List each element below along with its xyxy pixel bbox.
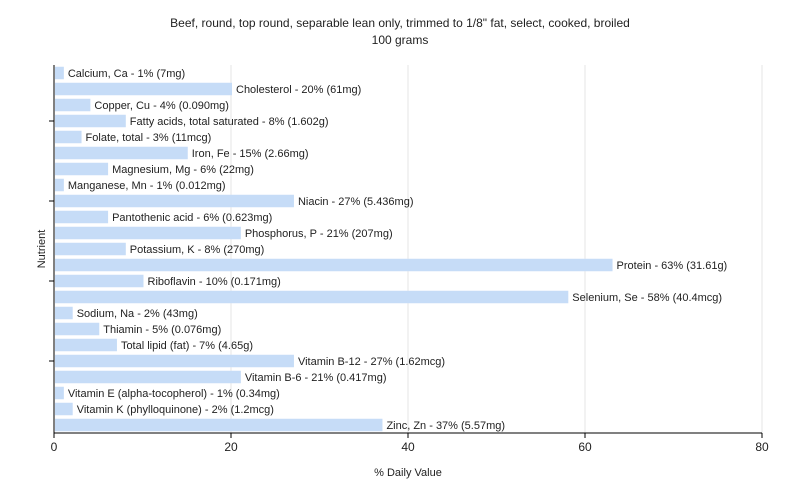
y-axis-title: Nutrient — [36, 230, 48, 269]
bar-label: Potassium, K - 8% (270mg) — [130, 244, 264, 256]
x-axis-title: % Daily Value — [374, 467, 442, 479]
x-tick-label: 20 — [224, 440, 238, 454]
bar-label: Sodium, Na - 2% (43mg) — [77, 308, 198, 320]
bar — [55, 114, 126, 128]
bar-label: Iron, Fe - 15% (2.66mg) — [192, 148, 309, 160]
chart-subtitle: 100 grams — [372, 33, 429, 47]
bar-label: Folate, total - 3% (11mcg) — [86, 132, 212, 144]
bar — [55, 258, 613, 272]
bar-label: Vitamin B-6 - 21% (0.417mg) — [245, 372, 387, 384]
bar — [55, 130, 82, 144]
bar — [55, 338, 117, 352]
bars: Calcium, Ca - 1% (7mg) Cholesterol - 20% … — [55, 66, 728, 432]
chart-title: Beef, round, top round, separable lean o… — [170, 16, 630, 30]
bar — [55, 418, 383, 432]
bar — [55, 370, 241, 384]
x-tick-label: 0 — [51, 440, 58, 454]
bar — [55, 354, 294, 368]
bar-label: Cholesterol - 20% (61mg) — [236, 84, 361, 96]
bar-label: Thiamin - 5% (0.076mg) — [103, 324, 221, 336]
bar-label: Selenium, Se - 58% (40.4mcg) — [572, 292, 722, 304]
axes: 0 20 40 60 80 — [49, 65, 769, 454]
bar-label: Copper, Cu - 4% (0.090mg) — [94, 100, 229, 112]
bar — [55, 306, 73, 320]
bar — [55, 322, 100, 336]
bar — [55, 82, 232, 96]
bar-label: Vitamin B-12 - 27% (1.62mcg) — [298, 356, 445, 368]
bar-label: Niacin - 27% (5.436mg) — [298, 196, 414, 208]
bar — [55, 290, 569, 304]
bar — [55, 274, 144, 288]
bar — [55, 146, 188, 160]
bar-label: Calcium, Ca - 1% (7mg) — [68, 68, 185, 80]
x-tick-label: 80 — [755, 440, 769, 454]
x-tick-label: 40 — [401, 440, 415, 454]
bar-label: Manganese, Mn - 1% (0.012mg) — [68, 180, 226, 192]
bar-label: Pantothenic acid - 6% (0.623mg) — [112, 212, 272, 224]
bar — [55, 210, 109, 224]
bar — [55, 226, 241, 240]
bar — [55, 178, 64, 192]
bar-label: Total lipid (fat) - 7% (4.65g) — [121, 340, 253, 352]
bar-label: Magnesium, Mg - 6% (22mg) — [112, 164, 254, 176]
bar — [55, 66, 64, 80]
bar-label: Vitamin K (phylloquinone) - 2% (1.2mcg) — [77, 404, 274, 416]
bar — [55, 242, 126, 256]
bar-label: Fatty acids, total saturated - 8% (1.602… — [130, 116, 329, 128]
bar-label: Protein - 63% (31.61g) — [617, 260, 728, 272]
bar — [55, 386, 64, 400]
bar — [55, 98, 91, 112]
bar-label: Zinc, Zn - 37% (5.57mg) — [386, 420, 505, 432]
bar-label: Phosphorus, P - 21% (207mg) — [245, 228, 393, 240]
bar — [55, 402, 73, 416]
bar — [55, 162, 109, 176]
x-tick-label: 60 — [578, 440, 592, 454]
bar — [55, 194, 294, 208]
bar-label: Riboflavin - 10% (0.171mg) — [148, 276, 281, 288]
bar-label: Vitamin E (alpha-tocopherol) - 1% (0.34m… — [68, 388, 280, 400]
